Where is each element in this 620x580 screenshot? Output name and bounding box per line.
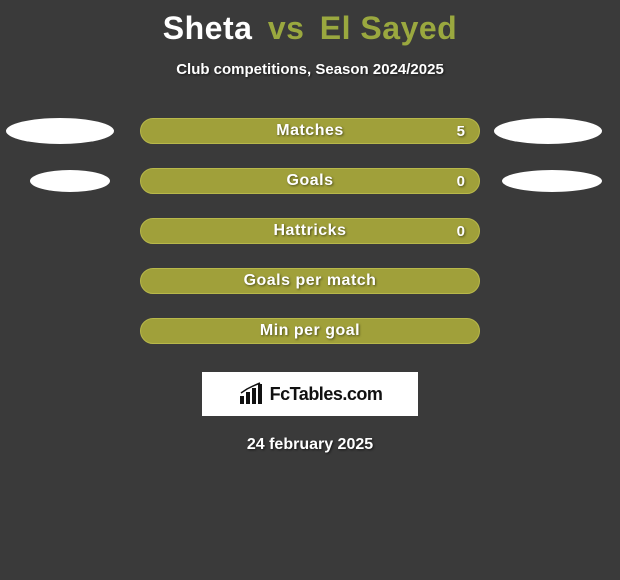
logo-text: FcTables.com: [270, 384, 383, 405]
chart-icon: [238, 382, 266, 406]
stat-row-min-per-goal: Min per goal: [0, 318, 620, 344]
stat-label: Min per goal: [260, 322, 360, 340]
stat-bar: Goals per match: [140, 268, 480, 294]
stat-row-goals-per-match: Goals per match: [0, 268, 620, 294]
stat-row-matches: Matches 5: [0, 118, 620, 144]
stat-bar: Matches 5: [140, 118, 480, 144]
stat-bar: Hattricks 0: [140, 218, 480, 244]
logo-box: FcTables.com: [202, 372, 418, 416]
stat-label: Goals: [287, 172, 334, 190]
ellipse-right: [494, 118, 602, 144]
stat-value: 0: [457, 223, 465, 240]
title-player1: Sheta: [163, 10, 253, 46]
stat-row-hattricks: Hattricks 0: [0, 218, 620, 244]
stat-bar: Goals 0: [140, 168, 480, 194]
date-text: 24 february 2025: [0, 436, 620, 454]
stat-bar: Min per goal: [140, 318, 480, 344]
ellipse-left: [6, 118, 114, 144]
title-player2: El Sayed: [320, 10, 457, 46]
page-title: Sheta vs El Sayed: [0, 0, 620, 47]
stat-label: Hattricks: [274, 222, 347, 240]
stat-label: Matches: [276, 122, 344, 140]
stat-value: 0: [457, 173, 465, 190]
stats-rows: Matches 5 Goals 0 Hattricks 0 Goals per …: [0, 118, 620, 344]
ellipse-left: [30, 170, 110, 192]
stat-row-goals: Goals 0: [0, 168, 620, 194]
title-vs: vs: [268, 10, 305, 46]
stat-value: 5: [457, 123, 465, 140]
subtitle: Club competitions, Season 2024/2025: [0, 61, 620, 78]
ellipse-right: [502, 170, 602, 192]
stat-label: Goals per match: [244, 272, 377, 290]
